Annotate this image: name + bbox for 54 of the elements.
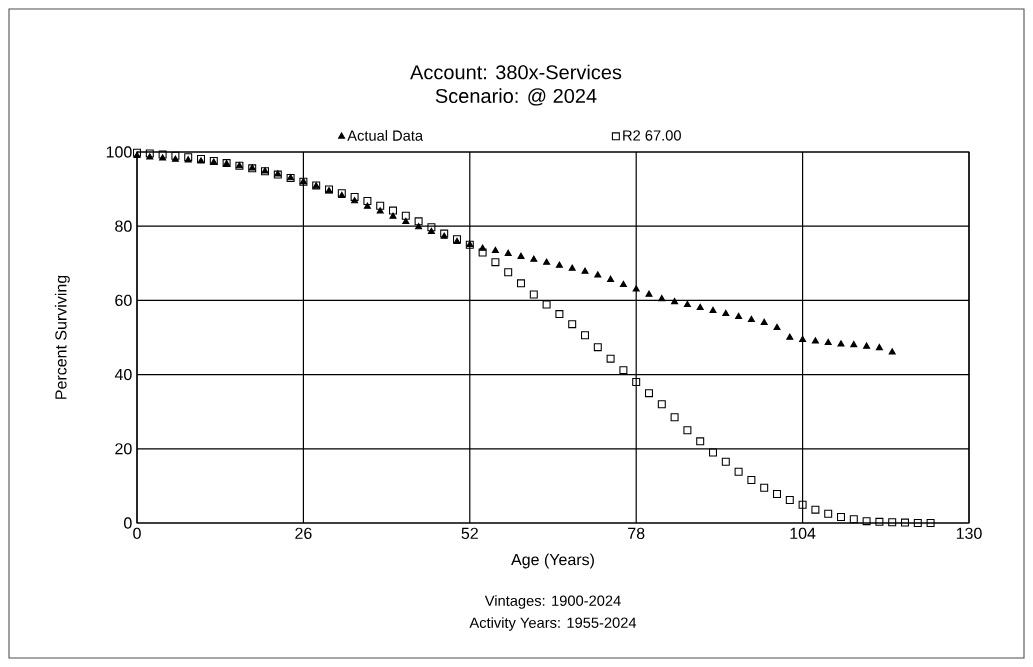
- point: [517, 252, 525, 259]
- point: [171, 155, 179, 162]
- x-tick-label: 78: [628, 527, 645, 540]
- point: [888, 348, 896, 355]
- point: [735, 312, 743, 319]
- point: [543, 258, 551, 265]
- point: [581, 267, 589, 274]
- chart-subtitle: Scenario: @ 2024: [435, 88, 597, 106]
- point: [658, 294, 666, 302]
- y-axis-title: Percent Surviving: [54, 275, 70, 399]
- y-tick-label: 20: [115, 443, 132, 455]
- point: [760, 318, 768, 325]
- point: [555, 261, 563, 268]
- point: [530, 255, 538, 262]
- point: [607, 275, 615, 282]
- x-tick-label: 130: [956, 527, 982, 540]
- y-tick-label: 60: [115, 294, 132, 307]
- point: [875, 343, 883, 351]
- point: [645, 290, 653, 297]
- legend-label: Actual Data: [347, 130, 424, 141]
- point: [786, 333, 794, 340]
- x-axis-title: Age (Years): [511, 553, 594, 569]
- point: [747, 315, 755, 322]
- point: [773, 323, 781, 331]
- point: [594, 271, 602, 278]
- point: [619, 280, 627, 288]
- point: [504, 249, 512, 256]
- x-tick-label: 52: [461, 527, 478, 540]
- point: [683, 300, 691, 308]
- point: [811, 337, 819, 344]
- x-tick-label: 26: [295, 527, 312, 540]
- point: [722, 309, 730, 317]
- point: [837, 340, 845, 347]
- y-tick-label: 0: [124, 517, 132, 529]
- x-tick-label: 104: [790, 527, 816, 540]
- text: Activity Years: 1955-2024: [469, 617, 637, 631]
- point: [709, 306, 717, 314]
- text: Vintages: 1900-2024: [484, 595, 621, 609]
- point: [850, 340, 858, 348]
- point: [799, 335, 807, 342]
- point: [632, 285, 640, 292]
- y-tick-label: 100: [106, 146, 132, 158]
- y-tick-label: 40: [114, 368, 132, 381]
- legend-label: R2 67.00: [623, 130, 681, 141]
- point: [427, 227, 435, 235]
- point: [568, 264, 576, 271]
- chart-title: Account: 380x-Services: [410, 64, 622, 80]
- y-tick-label: 80: [115, 220, 132, 232]
- x-tick-label: 0: [133, 527, 141, 540]
- point: [491, 246, 499, 253]
- point: [671, 297, 679, 305]
- point: [696, 303, 704, 311]
- point: [863, 342, 871, 349]
- point: [824, 338, 832, 345]
